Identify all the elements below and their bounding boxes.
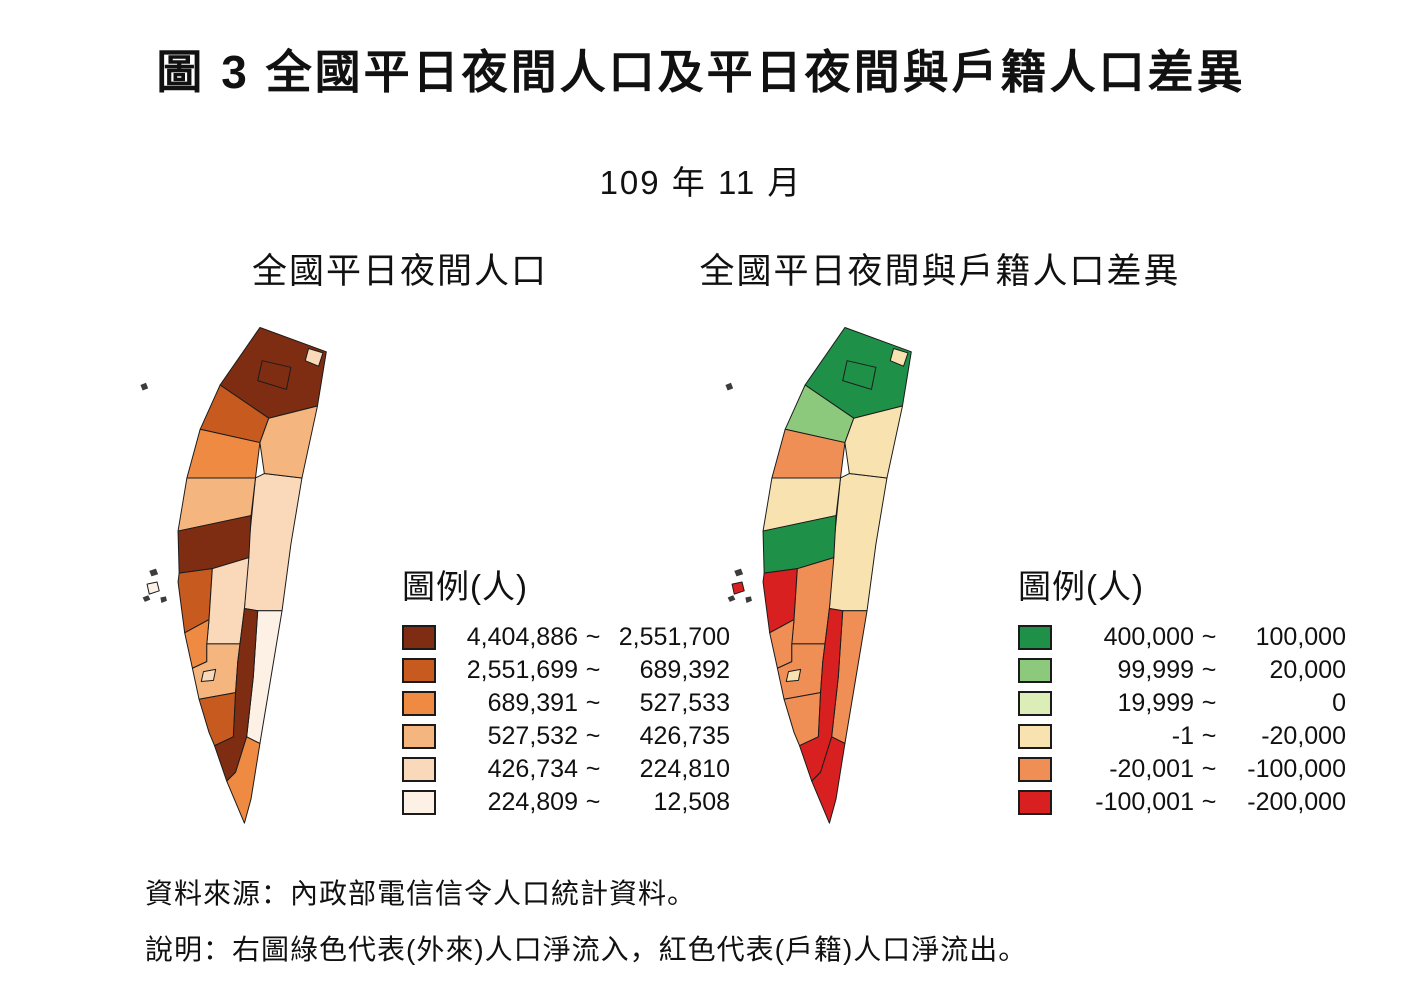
figure-subtitle: 109 年 11 月 <box>599 164 803 201</box>
legend-swatch <box>402 691 436 716</box>
legend-range-to: -20,000 <box>1261 722 1346 750</box>
legend-range-from: 99,999 <box>1117 656 1194 684</box>
legend-range-from: -20,001 <box>1109 755 1194 783</box>
legend-range-from: 527,532 <box>487 722 578 750</box>
legend-title: 圖例(人) <box>1018 568 1144 605</box>
legend-row: 426,734 ~ 224,810 <box>402 755 752 783</box>
legend-swatch <box>1018 757 1052 782</box>
legend-swatch <box>402 658 436 683</box>
legend-population: 圖例(人) 4,404,886 ~ 2,551,700 2,551,699 ~ … <box>402 560 752 822</box>
legend-row: 2,551,699 ~ 689,392 <box>402 656 752 684</box>
note-line: 說明：右圖綠色代表(外來)人口淨流入，紅色代表(戶籍)人口淨流出。 <box>145 934 1028 965</box>
legend-swatch <box>1018 724 1052 749</box>
legend-row: 4,404,886 ~ 2,551,700 <box>402 623 752 651</box>
legend-range-tilde: ~ <box>585 788 601 816</box>
legend-row: 527,532 ~ 426,735 <box>402 722 752 750</box>
legend-range-tilde: ~ <box>1201 755 1217 783</box>
legend-range-to: 100,000 <box>1255 623 1346 651</box>
legend-range-to: 2,551,700 <box>618 623 730 651</box>
legend-range-tilde: ~ <box>585 623 601 651</box>
legend-row: 99,999 ~ 20,000 <box>1018 656 1368 684</box>
legend-range-tilde: ~ <box>585 722 601 750</box>
legend-row: 689,391 ~ 527,533 <box>402 689 752 717</box>
legend-row: -20,001 ~ -100,000 <box>1018 755 1368 783</box>
legend-row: 224,809 ~ 12,508 <box>402 788 752 816</box>
legend-range-from: -100,001 <box>1095 788 1194 816</box>
legend-range-from: 400,000 <box>1103 623 1194 651</box>
legend-range-tilde: ~ <box>585 689 601 717</box>
region-chiayi-city <box>785 668 802 683</box>
legend-range-to: 12,508 <box>653 788 730 816</box>
legend-swatch <box>1018 790 1052 815</box>
figure-title: 圖 3 全國平日夜間人口及平日夜間與戶籍人口差異 <box>156 46 1246 98</box>
left-map-title: 全國平日夜間人口 <box>251 252 548 291</box>
legend-range-from: 689,391 <box>487 689 578 717</box>
legend-row: 19,999 ~ 0 <box>1018 689 1368 717</box>
region-penghu <box>146 581 160 595</box>
legend-range-to: 426,735 <box>639 722 730 750</box>
legend-range-to: 689,392 <box>639 656 730 684</box>
legend-swatch <box>402 724 436 749</box>
taiwan-map-population <box>140 326 327 824</box>
data-source-line: 資料來源：內政部電信信令人口統計資料。 <box>145 878 697 909</box>
legend-range-to: -100,000 <box>1247 755 1346 783</box>
region-tainan <box>783 692 822 747</box>
legend-range-tilde: ~ <box>585 755 601 783</box>
legend-range-from: 4,404,886 <box>466 623 578 651</box>
legend-difference: 圖例(人) 400,000 ~ 100,000 99,999 ~ 20,000 … <box>1018 560 1368 822</box>
legend-range-to: 224,810 <box>639 755 730 783</box>
legend-range-from: 2,551,699 <box>466 656 578 684</box>
legend-swatch <box>1018 691 1052 716</box>
region-tainan <box>198 692 237 747</box>
legend-range-from: 19,999 <box>1117 689 1194 717</box>
legend-swatch <box>402 625 436 650</box>
legend-swatch <box>1018 625 1052 650</box>
legend-title: 圖例(人) <box>402 568 528 605</box>
legend-range-from: -1 <box>1171 722 1194 750</box>
legend-range-from: 224,809 <box>487 788 578 816</box>
legend-range-from: 426,734 <box>487 755 578 783</box>
legend-row: -100,001 ~ -200,000 <box>1018 788 1368 816</box>
offshore-islets <box>140 382 167 603</box>
legend-range-to: -200,000 <box>1247 788 1346 816</box>
legend-range-tilde: ~ <box>1201 722 1217 750</box>
legend-row: -1 ~ -20,000 <box>1018 722 1368 750</box>
legend-range-tilde: ~ <box>1201 656 1217 684</box>
legend-swatch <box>1018 658 1052 683</box>
legend-swatch <box>402 757 436 782</box>
region-chiayi-city <box>200 668 217 683</box>
legend-range-tilde: ~ <box>1201 623 1217 651</box>
legend-swatch <box>402 790 436 815</box>
legend-range-tilde: ~ <box>1201 689 1217 717</box>
legend-range-to: 527,533 <box>639 689 730 717</box>
legend-row: 400,000 ~ 100,000 <box>1018 623 1368 651</box>
right-map-title: 全國平日夜間與戶籍人口差異 <box>699 252 1181 291</box>
legend-range-to: 20,000 <box>1269 656 1346 684</box>
legend-range-to: 0 <box>1332 689 1346 717</box>
legend-range-tilde: ~ <box>585 656 601 684</box>
legend-range-tilde: ~ <box>1201 788 1217 816</box>
